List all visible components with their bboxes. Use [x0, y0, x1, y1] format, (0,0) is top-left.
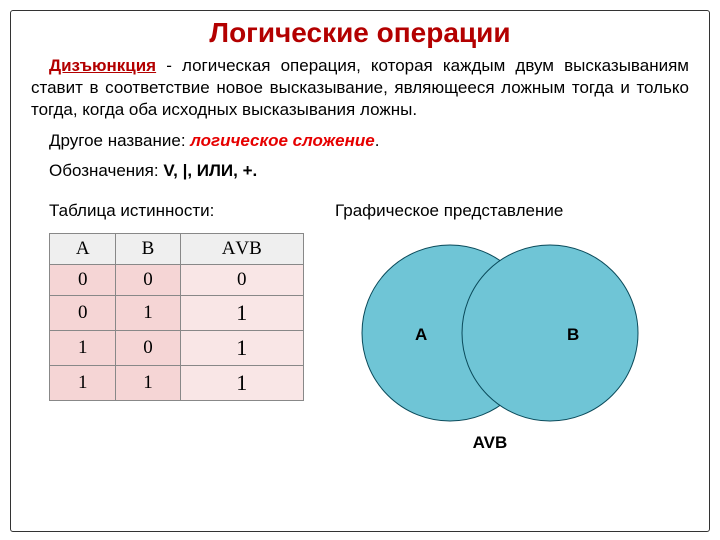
- table-row: 0 0 0: [50, 265, 304, 296]
- col-avb: АVВ: [180, 234, 303, 265]
- cell: 1: [116, 296, 180, 331]
- definition-term: Дизъюнкция: [31, 56, 156, 75]
- cell: 0: [116, 331, 180, 366]
- cell: 1: [180, 296, 303, 331]
- cell: 0: [180, 265, 303, 296]
- venn-label-a: A: [415, 325, 427, 345]
- col-a: А: [50, 234, 116, 265]
- definition-paragraph: Дизъюнкция - логическая операция, котора…: [31, 55, 689, 121]
- cell: 1: [116, 366, 180, 401]
- alt-name-line: Другое название: логическое сложение.: [31, 131, 689, 151]
- alt-name-suffix: .: [375, 131, 380, 150]
- table-row: 1 0 1: [50, 331, 304, 366]
- venn-caption: AVB: [335, 433, 645, 453]
- cell: 0: [116, 265, 180, 296]
- venn-diagram: A B AVB: [335, 233, 645, 443]
- cell: 0: [50, 296, 116, 331]
- col-b: В: [116, 234, 180, 265]
- table-row: 0 1 1: [50, 296, 304, 331]
- cell: 1: [180, 331, 303, 366]
- cell: 1: [180, 366, 303, 401]
- table-header-row: А В АVВ: [50, 234, 304, 265]
- columns: Таблица истинности: А В АVВ 0 0 0: [31, 201, 689, 443]
- cell: 1: [50, 331, 116, 366]
- cell: 0: [50, 265, 116, 296]
- notation-value: V, |, ИЛИ, +.: [163, 161, 257, 180]
- slide-frame: Логические операции Дизъюнкция - логичес…: [10, 10, 710, 532]
- venn-column: Графическое представление A B AVB: [335, 201, 689, 443]
- venn-svg: [335, 233, 645, 423]
- truth-table-column: Таблица истинности: А В АVВ 0 0 0: [49, 201, 317, 443]
- cell: 1: [50, 366, 116, 401]
- alt-name-value: логическое сложение: [190, 131, 374, 150]
- venn-label-b: B: [567, 325, 579, 345]
- venn-heading: Графическое представление: [335, 201, 689, 221]
- alt-name-label: Другое название:: [49, 131, 190, 150]
- notation-line: Обозначения: V, |, ИЛИ, +.: [31, 161, 689, 181]
- page-title: Логические операции: [31, 17, 689, 49]
- truth-table: А В АVВ 0 0 0 0 1 1: [49, 233, 304, 401]
- table-row: 1 1 1: [50, 366, 304, 401]
- truth-table-heading: Таблица истинности:: [49, 201, 317, 221]
- notation-label: Обозначения:: [49, 161, 163, 180]
